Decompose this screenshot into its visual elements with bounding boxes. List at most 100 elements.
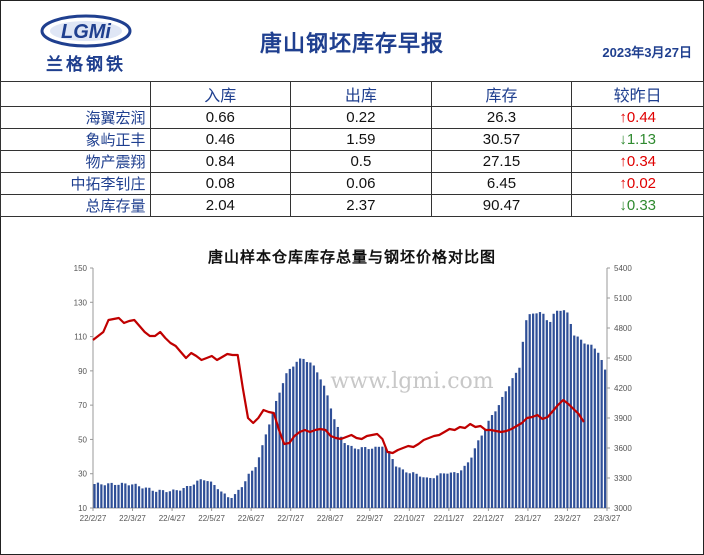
stock-bar bbox=[398, 467, 401, 508]
stock-bar bbox=[590, 344, 593, 508]
arrow-up-icon: ↑ bbox=[619, 175, 627, 192]
right-tick-label: 3300 bbox=[614, 474, 632, 483]
stock-bar bbox=[456, 473, 459, 508]
stock-bar bbox=[93, 484, 96, 508]
stock-bar bbox=[439, 473, 442, 508]
stock-bar bbox=[446, 473, 449, 508]
column-header-name bbox=[0, 81, 151, 107]
warehouse-name: 总库存量 bbox=[0, 194, 151, 217]
right-tick-label: 5400 bbox=[614, 264, 632, 273]
stock-bar bbox=[316, 372, 319, 508]
stock-bar bbox=[302, 358, 305, 508]
stock-bar bbox=[364, 447, 367, 508]
warehouse-name: 象屿正丰 bbox=[0, 128, 151, 151]
stock-bar bbox=[470, 457, 473, 508]
stock-bar bbox=[206, 481, 209, 508]
logo-mark-icon: LGMi bbox=[40, 14, 132, 48]
stock-bar bbox=[113, 484, 117, 508]
stock-bar bbox=[391, 459, 394, 508]
stock-bar bbox=[220, 491, 223, 508]
stock-bar bbox=[490, 415, 494, 508]
stock-bar bbox=[189, 486, 192, 508]
table-row: 中拓李钊庄 0.08 0.06 6.45 ↑0.02 bbox=[0, 172, 704, 195]
warehouse-name: 物产震翔 bbox=[0, 150, 151, 173]
stock-bar bbox=[346, 445, 350, 508]
x-tick-label: 23/3/27 bbox=[594, 514, 621, 523]
outbound-value: 0.06 bbox=[290, 172, 432, 195]
stock-bar bbox=[305, 362, 309, 508]
stock-bar bbox=[233, 494, 237, 508]
stock-bar bbox=[466, 462, 470, 508]
stock-bar bbox=[288, 368, 291, 508]
x-tick-label: 22/9/27 bbox=[356, 514, 383, 523]
inbound-value: 2.04 bbox=[149, 194, 292, 217]
stock-bar bbox=[525, 320, 528, 508]
stock-bar bbox=[185, 486, 189, 508]
stock-bar bbox=[562, 310, 566, 508]
stock-bar bbox=[120, 482, 124, 508]
inbound-value: 0.08 bbox=[149, 172, 292, 195]
column-header-stock: 库存 bbox=[430, 81, 573, 107]
stock-bar bbox=[227, 497, 230, 508]
stock-bar bbox=[357, 449, 360, 508]
stock-bar bbox=[216, 489, 219, 508]
stock-bar bbox=[425, 477, 429, 508]
stock-bar bbox=[343, 443, 346, 508]
stock-bar bbox=[556, 310, 559, 508]
stock-bar bbox=[161, 490, 165, 508]
change-value: ↓0.33 bbox=[571, 194, 704, 217]
stock-bar bbox=[251, 470, 254, 508]
stock-bar bbox=[518, 367, 521, 508]
outbound-value: 1.59 bbox=[290, 128, 432, 151]
stock-bar bbox=[312, 365, 315, 508]
stock-bar bbox=[422, 477, 425, 508]
stock-bar bbox=[144, 487, 148, 508]
stock-bar bbox=[333, 419, 336, 508]
stock-bar bbox=[168, 491, 172, 508]
stock-value: 27.15 bbox=[430, 150, 573, 173]
stock-bar bbox=[158, 489, 161, 508]
column-header-in: 入库 bbox=[149, 81, 292, 107]
stock-bar bbox=[576, 336, 579, 508]
stock-value: 90.47 bbox=[430, 194, 573, 217]
left-tick-label: 30 bbox=[78, 470, 87, 479]
stock-bar bbox=[528, 314, 531, 508]
stock-bar bbox=[261, 445, 264, 508]
stock-bar bbox=[559, 310, 562, 508]
stock-bar bbox=[497, 405, 500, 508]
stock-bar bbox=[203, 480, 206, 508]
stock-bar bbox=[278, 392, 281, 508]
report-header: LGMi 兰格钢铁 唐山钢坯库存早报 2023年3月27日 bbox=[0, 0, 704, 82]
stock-bar bbox=[477, 440, 480, 508]
stock-bar bbox=[329, 408, 333, 508]
stock-bar bbox=[360, 447, 363, 508]
x-tick-label: 22/5/27 bbox=[198, 514, 225, 523]
stock-bar bbox=[583, 343, 586, 508]
x-tick-label: 22/11/27 bbox=[434, 514, 465, 523]
stock-bar bbox=[199, 479, 202, 508]
inventory-table: 入库 出库 库存 较昨日 海翼宏润 0.66 0.22 26.3 ↑0.44 象屿正丰 0.… bbox=[0, 81, 704, 217]
stock-bar bbox=[579, 339, 583, 508]
stock-bar bbox=[538, 312, 542, 508]
stock-bar bbox=[484, 429, 487, 508]
inbound-value: 0.84 bbox=[149, 150, 292, 173]
price-line bbox=[92, 316, 585, 455]
right-tick-label: 4500 bbox=[614, 354, 632, 363]
stock-bar bbox=[545, 320, 548, 508]
stock-bar bbox=[449, 472, 452, 508]
stock-bar bbox=[285, 373, 288, 508]
right-tick-label: 5100 bbox=[614, 294, 632, 303]
stock-bar bbox=[600, 359, 603, 508]
stock-bar bbox=[566, 312, 569, 508]
stock-bar bbox=[254, 467, 257, 508]
stock-bar bbox=[370, 448, 374, 508]
x-tick-label: 23/2/27 bbox=[554, 514, 581, 523]
stock-value: 6.45 bbox=[430, 172, 573, 195]
right-tick-label: 4200 bbox=[614, 384, 632, 393]
table-header-row: 入库 出库 库存 较昨日 bbox=[0, 81, 704, 107]
change-value: ↑0.02 bbox=[571, 172, 704, 195]
stock-bar bbox=[322, 385, 326, 508]
stock-bar bbox=[213, 485, 216, 508]
table-row: 物产震翔 0.84 0.5 27.15 ↑0.34 bbox=[0, 150, 704, 173]
stock-bar bbox=[460, 470, 463, 508]
